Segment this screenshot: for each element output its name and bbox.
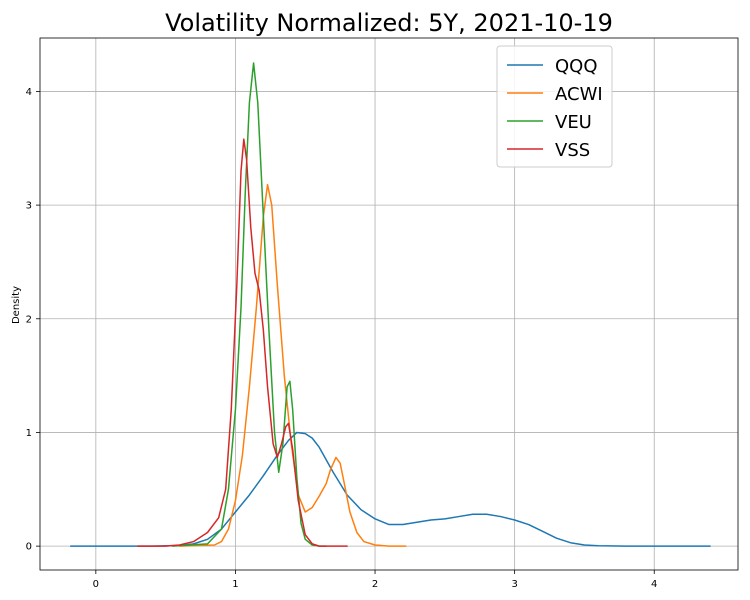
series-line-vss [136, 138, 348, 547]
y-axis-label: Density [11, 286, 22, 324]
y-tick-label: 3 [26, 201, 32, 212]
chart-title: Volatility Normalized: 5Y, 2021-10-19 [165, 9, 613, 37]
x-tick-label: 1 [232, 579, 238, 590]
y-tick-label: 4 [26, 87, 32, 98]
axis-ticks: 0 1 2 3 4 0 1 2 3 4 [26, 87, 658, 590]
series-line-acwi [178, 183, 407, 547]
legend: QQQ ACWI VEU VSS [496, 45, 613, 168]
y-tick-label: 0 [26, 542, 32, 553]
legend-label-veu: VEU [555, 112, 592, 133]
legend-label-qqq: QQQ [555, 56, 598, 77]
x-tick-label: 4 [651, 579, 657, 590]
legend-label-acwi: ACWI [555, 84, 603, 105]
x-tick-label: 2 [372, 579, 378, 590]
grid [40, 38, 738, 570]
legend-label-vss: VSS [555, 140, 590, 161]
series-line-veu [171, 62, 327, 547]
plot-frame [39, 37, 739, 571]
y-tick-label: 1 [26, 428, 32, 439]
series-lines [69, 62, 711, 547]
y-tick-label: 2 [26, 314, 32, 325]
series-line-qqq [69, 431, 711, 547]
x-tick-label: 3 [511, 579, 517, 590]
legend-box [496, 45, 613, 168]
x-tick-label: 0 [93, 579, 99, 590]
